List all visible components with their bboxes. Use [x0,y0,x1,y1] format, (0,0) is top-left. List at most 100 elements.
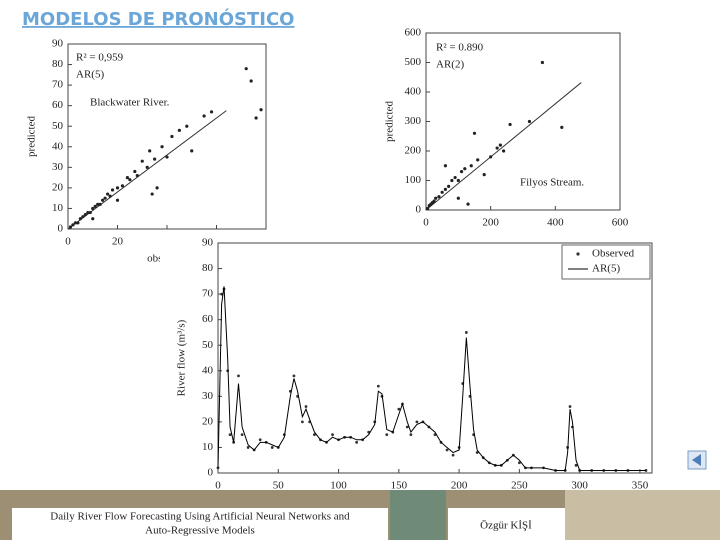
y-tick-label: 50 [202,339,214,351]
point [81,215,85,219]
observed-point [246,446,250,449]
x-tick-label: 0 [423,217,429,229]
x-tick-label: 20 [112,236,124,248]
point [508,122,512,127]
point [98,202,102,206]
observed-point [445,448,449,452]
point [148,149,152,153]
chart-panel [160,232,675,494]
point [443,164,447,168]
point [540,60,545,65]
point [115,198,120,202]
point [244,67,248,71]
observed-point [355,440,359,444]
paper-title: Daily River Flow Forecasting Using Artif… [50,511,350,523]
y-tick-label: 90 [52,38,64,50]
point [456,178,460,183]
point [78,217,82,221]
nav-button[interactable] [687,450,707,470]
observed-point [220,292,224,296]
x-tick-label: 350 [632,480,649,492]
y-tick-label: 30 [202,390,214,402]
point [150,192,154,196]
slide-title: MODELOS DE PRONÓSTICO [22,8,295,30]
point [472,131,477,135]
point [443,187,447,191]
x-tick-label: 100 [330,480,347,492]
point [482,173,486,177]
observed-point [300,420,304,424]
observed-point [237,374,240,378]
observed-point [331,433,334,437]
point [498,143,502,147]
point [93,204,97,208]
point [135,173,139,178]
nav-button-arrow [692,454,701,466]
observed-point [405,425,409,429]
point [76,221,80,225]
point [249,79,253,83]
y-tick-label: 70 [202,288,214,300]
y-tick-label: 40 [52,140,64,152]
point [459,170,464,174]
annotation: AR(5) [76,69,104,81]
observed-point [385,433,389,437]
observed-point [415,420,419,424]
x-tick-label: 50 [273,480,285,492]
point [170,134,174,139]
observed-point [304,405,308,408]
y-tick-label: 20 [52,181,64,193]
point [502,149,506,153]
point [101,198,105,202]
point [254,116,258,120]
point [120,184,125,188]
point [153,157,157,161]
point [453,175,457,180]
legend-label: AR(5) [592,263,620,275]
point [495,146,499,150]
y-tick-label: 200 [405,145,422,157]
x-tick-label: 0 [215,480,221,492]
x-tick-label: 300 [571,480,588,492]
series-line [217,286,646,471]
observed-point [258,438,262,442]
point [202,114,206,118]
observed-point [409,433,413,437]
y-tick-label: 80 [202,262,214,274]
x-tick-label: 0 [65,236,71,248]
point [527,119,532,124]
point [165,155,169,159]
point [133,169,137,174]
point [125,176,129,180]
observed-point [313,433,316,437]
point [108,194,112,198]
point [440,190,444,194]
point [155,186,159,190]
point [450,178,454,183]
point [469,164,473,168]
point [103,196,107,200]
observed-point [397,407,401,411]
y-tick-label: 400 [405,86,422,98]
legend-label: Observed [592,248,635,260]
observed-point [240,433,244,437]
chart-panel [380,24,635,249]
observed-point [568,405,572,408]
point [434,196,438,200]
point [68,225,73,229]
point [476,158,480,162]
observed-point [475,451,479,454]
y-tick-label: 500 [405,56,422,68]
y-axis-label: River flow (m³/s) [176,319,188,396]
observed-point [464,331,468,334]
point [463,167,467,171]
observed-point [574,463,578,467]
y-axis-label: predicted [384,101,396,142]
point [110,188,115,192]
paper-title: Auto-Regressive Models [145,525,255,537]
author: Özgür KİŞİ [480,520,532,532]
observed-point [292,374,296,378]
point [437,195,441,199]
point [209,110,214,114]
